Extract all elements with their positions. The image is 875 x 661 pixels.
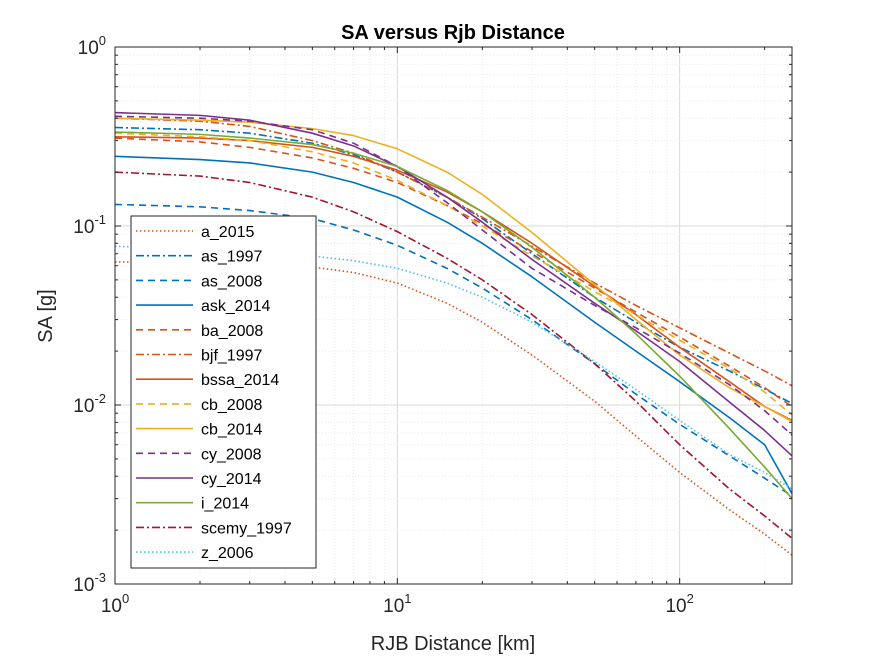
y-tick-label: 10-2 xyxy=(73,391,106,417)
y-axis-label: SA [g] xyxy=(35,289,57,342)
plot-area-border xyxy=(114,46,793,585)
legend-label-scemy_1997: scemy_1997 xyxy=(201,520,292,537)
series-line-ask_2014 xyxy=(115,155,792,494)
series-lines xyxy=(115,111,792,556)
legend-box xyxy=(130,215,317,569)
series-line-cy_2014 xyxy=(115,111,792,457)
y-tick-label: 10-1 xyxy=(73,212,106,238)
legend-label-cb_2014: cb_2014 xyxy=(201,422,262,439)
series-line-i_2014 xyxy=(115,131,792,500)
legend-label-bssa_2014: bssa_2014 xyxy=(201,372,279,389)
legend-label-a_2015: a_2015 xyxy=(201,224,254,241)
legend-label-cb_2008: cb_2008 xyxy=(201,397,262,414)
legend: a_2015 as_1997 as_2008 ask_2014 ba_2008 bjf_1… xyxy=(130,215,317,569)
series-line-cy_2008 xyxy=(115,115,792,436)
axis-ticks: 100 101 102 100 10-1 10-2 10-3 xyxy=(73,33,792,617)
series-line-scemy_1997 xyxy=(115,171,792,539)
legend-label-cy_2008: cy_2008 xyxy=(201,446,262,463)
legend-label-z_2006: z_2006 xyxy=(201,545,254,562)
legend-label-as_2008: as_2008 xyxy=(201,273,262,290)
series-line-bjf_1997 xyxy=(115,117,792,387)
legend-label-ask_2014: ask_2014 xyxy=(201,298,270,315)
series-line-as_1997 xyxy=(115,126,792,405)
legend-label-bjf_1997: bjf_1997 xyxy=(201,348,262,365)
series-line-ba_2008 xyxy=(115,137,792,408)
x-tick-label: 101 xyxy=(383,591,411,617)
x-axis-label: RJB Distance [km] xyxy=(371,633,535,655)
legend-label-ba_2008: ba_2008 xyxy=(201,323,263,340)
y-tick-label: 100 xyxy=(78,33,106,59)
legend-label-cy_2014: cy_2014 xyxy=(201,471,262,488)
y-tick-label: 10-3 xyxy=(73,570,106,596)
series-line-as_2008 xyxy=(115,203,792,497)
x-tick-label: 100 xyxy=(101,591,129,617)
series-line-z_2006 xyxy=(115,245,792,490)
legend-label-as_1997: as_1997 xyxy=(201,249,262,266)
chart-title: SA versus Rjb Distance xyxy=(341,22,565,44)
x-tick-label: 102 xyxy=(665,591,693,617)
legend-label-i_2014: i_2014 xyxy=(201,496,249,513)
series-line-cb_2008 xyxy=(115,132,792,416)
